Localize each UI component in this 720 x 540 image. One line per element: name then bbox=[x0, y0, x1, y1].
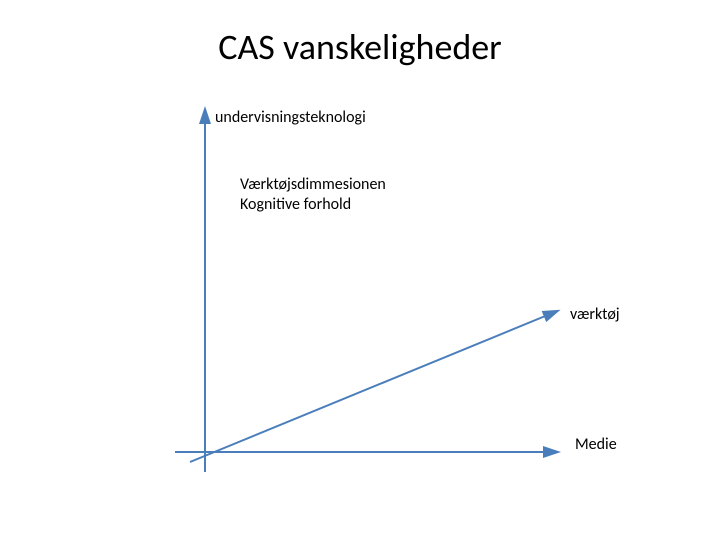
middle-label-line2: Kognitive forhold bbox=[240, 195, 351, 214]
middle-label-line1: Værktøjsdimmesionen bbox=[240, 175, 386, 194]
axes-svg bbox=[0, 0, 720, 540]
y-axis-label: undervisningsteknologi bbox=[215, 108, 366, 127]
diagonal-axis-line bbox=[190, 312, 555, 462]
x-axis-label: Medie bbox=[575, 435, 617, 454]
diagonal-axis-label: værktøj bbox=[570, 305, 620, 324]
slide: CAS vanskeligheder undervisningsteknolog… bbox=[0, 0, 720, 540]
